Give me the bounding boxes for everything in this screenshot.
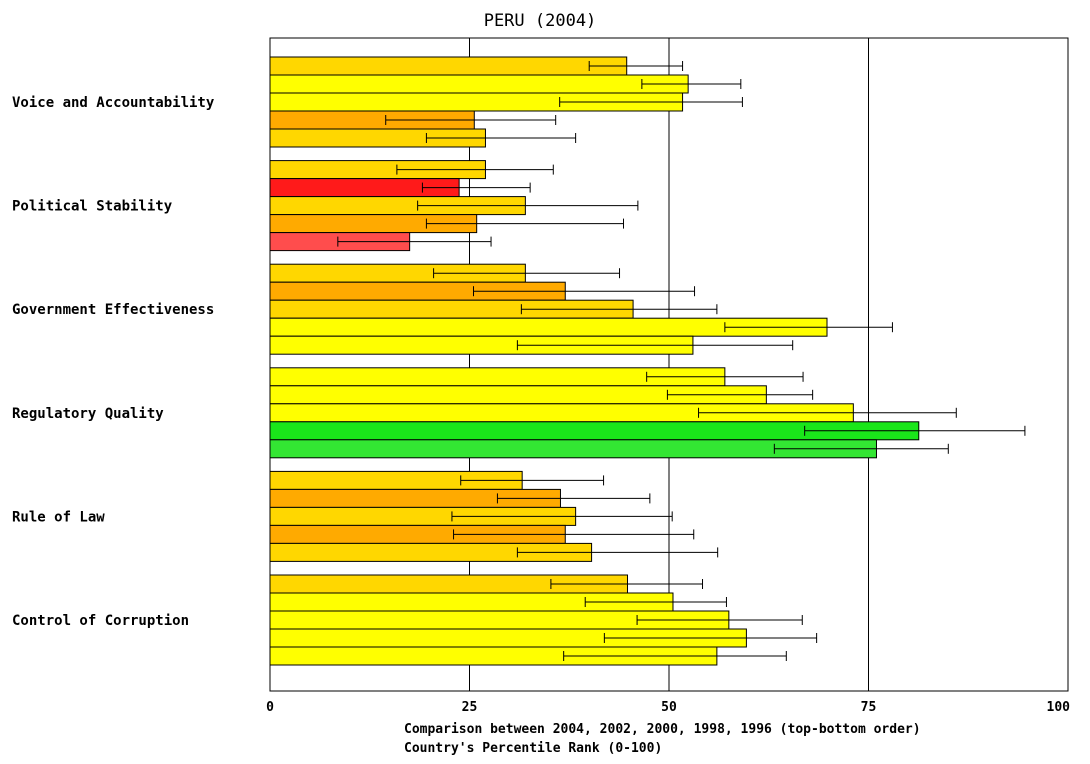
error-bar-2000	[417, 200, 639, 211]
error-bar-1996	[337, 236, 492, 247]
error-bar-1996	[516, 340, 794, 351]
bar-2002	[269, 74, 689, 94]
error-bar-1996	[563, 651, 787, 661]
error-bar-2004	[550, 579, 704, 589]
bar-2004	[269, 56, 628, 76]
chart-title: PERU (2004)	[484, 11, 597, 31]
x-tick-label: 50	[661, 700, 677, 715]
error-bar-1998	[804, 425, 1026, 436]
category-label: Rule of Law	[12, 509, 105, 525]
x-axis-label-comparison: Comparison between 2004, 2002, 2000, 199…	[404, 722, 921, 737]
x-tick-label: 75	[861, 700, 877, 715]
category-label: Voice and Accountability	[12, 95, 215, 111]
category-labels: Voice and Accountability Political Stabil…	[12, 95, 215, 629]
error-bar-1998	[425, 218, 625, 229]
error-bar-2002	[496, 493, 651, 504]
error-bar-2002	[421, 182, 531, 193]
error-bar-1998	[453, 529, 695, 540]
error-bar-2004	[460, 475, 605, 486]
x-tick-label: 0	[266, 700, 274, 715]
error-bar-1998	[724, 322, 893, 333]
error-bar-2004	[646, 371, 804, 382]
error-bar-2000	[451, 511, 673, 522]
error-bar-2002	[472, 286, 696, 297]
x-tick-label: 25	[462, 700, 478, 715]
error-bar-2000	[698, 407, 957, 418]
x-tick-label: 100	[1047, 700, 1071, 715]
error-bar-2004	[588, 61, 684, 71]
error-bar-2002	[641, 79, 742, 89]
error-bar-1996	[773, 443, 949, 454]
error-bar-1996	[516, 547, 719, 558]
x-axis-label-rank: Country's Percentile Rank (0-100)	[404, 741, 662, 756]
error-bars	[337, 61, 1026, 661]
error-bar-2000	[520, 304, 718, 315]
error-bar-2002	[666, 389, 814, 400]
error-bar-1998	[385, 115, 557, 125]
category-label: Government Effectiveness	[12, 302, 214, 318]
error-bar-2000	[559, 97, 743, 107]
error-bar-2000	[636, 615, 803, 625]
error-bar-1996	[425, 133, 577, 143]
category-label: Regulatory Quality	[12, 406, 164, 422]
error-bar-1998	[603, 633, 818, 643]
bars	[269, 56, 920, 666]
x-axis-ticks: 0 25 50 75 100	[266, 700, 1070, 715]
category-label: Control of Corruption	[12, 613, 189, 629]
error-bar-2004	[433, 268, 621, 279]
category-label: Political Stability	[12, 199, 173, 215]
error-bar-2002	[584, 597, 727, 607]
error-bar-2004	[396, 164, 554, 175]
